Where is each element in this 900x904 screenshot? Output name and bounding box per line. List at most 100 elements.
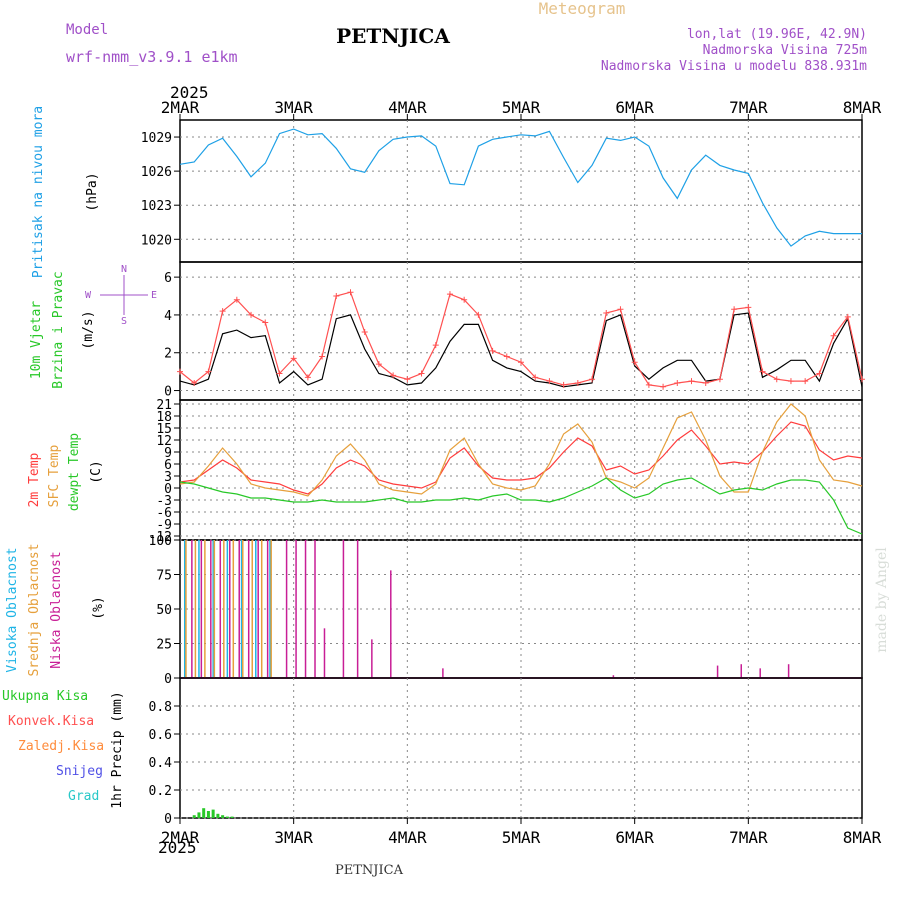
- station-title: PETNJICA: [336, 24, 450, 48]
- y-tick-label: 50: [156, 603, 172, 618]
- precip-hail-label: Grad: [68, 789, 99, 804]
- gust-point: [560, 381, 567, 388]
- gust-point: [660, 383, 667, 390]
- y-tick-label: 9: [164, 446, 172, 461]
- gust-point: [546, 378, 553, 385]
- lonlat-text: lon,lat (19.96E, 42.9N): [687, 27, 867, 42]
- cloud-low-label: Niska Oblacnost: [49, 551, 64, 668]
- gust-point: [262, 319, 269, 326]
- gust-point: [745, 304, 752, 311]
- x-axis-label-top: 8MAR: [843, 98, 882, 117]
- x-axis-label-bottom: 8MAR: [843, 828, 882, 847]
- y-tick-label: -6: [156, 506, 172, 521]
- gust-point: [404, 376, 411, 383]
- year-top: 2025: [170, 83, 209, 102]
- cloud-unit-label: (%): [91, 596, 106, 619]
- wind-dir-north: N: [121, 264, 127, 275]
- gust-point: [333, 293, 340, 300]
- gust-point: [205, 368, 212, 375]
- gust-point: [489, 347, 496, 354]
- temp2m-label: 2m Temp: [27, 452, 42, 507]
- gust-point: [830, 332, 837, 339]
- gust-point: [290, 355, 297, 362]
- gust-point: [461, 296, 468, 303]
- gust-point: [446, 291, 453, 298]
- gust-point: [759, 368, 766, 375]
- gust-point: [773, 376, 780, 383]
- y-tick-label: -9: [156, 518, 172, 533]
- gust-point: [418, 370, 425, 377]
- wind-label-2: Brzina i Pravac: [51, 271, 66, 388]
- series-line-pressure: [179, 128, 862, 247]
- y-tick-label: 1029: [141, 131, 172, 146]
- wind-dir-south: S: [121, 316, 127, 327]
- product-title: Meteogram: [539, 0, 626, 18]
- x-axis-label-bottom: 4MAR: [388, 828, 427, 847]
- series-line-temp2m: [179, 421, 863, 495]
- model-name: wrf-nmm_v3.9.1 e1km: [66, 48, 238, 66]
- y-tick-label: 0: [164, 482, 172, 497]
- credit-text: made by Angel: [874, 547, 890, 653]
- y-tick-label: 2: [164, 347, 172, 362]
- series-line-wind_speed: [179, 312, 863, 388]
- gust-point: [631, 359, 638, 366]
- gust-point: [304, 374, 311, 381]
- precip-unit-label: 1hr Precip (mm): [110, 691, 125, 808]
- y-tick-label: 1026: [141, 165, 172, 180]
- gust-point: [219, 308, 226, 315]
- gust-point: [233, 296, 240, 303]
- footer-station: PETNJICA: [335, 863, 404, 878]
- gust-point: [731, 306, 738, 313]
- model-label: Model: [66, 22, 108, 38]
- x-axis-label-top: 7MAR: [729, 98, 768, 117]
- gust-point: [432, 342, 439, 349]
- precip-freezing-label: Zaledj.Kisa: [18, 739, 104, 754]
- x-axis-label-bottom: 5MAR: [502, 828, 541, 847]
- gust-point: [603, 310, 610, 317]
- y-tick-label: 0: [164, 385, 172, 400]
- gust-point: [532, 374, 539, 381]
- plot-panels: 10201023102610290246-12-9-6-303691215182…: [141, 98, 882, 847]
- pressure-unit-label: (hPa): [85, 172, 100, 211]
- gust-point: [787, 378, 794, 385]
- gust-point: [844, 313, 851, 320]
- model-elevation-text: Nadmorska Visina u modelu 838.931m: [601, 59, 867, 74]
- wind-dir-west: W: [85, 290, 92, 301]
- y-tick-label: 6: [164, 458, 172, 473]
- x-axis-label-bottom: 7MAR: [729, 828, 768, 847]
- y-tick-label: -12: [149, 530, 172, 545]
- x-axis-label-top: 3MAR: [274, 98, 313, 117]
- gust-point: [375, 361, 382, 368]
- gust-point: [859, 376, 865, 383]
- gust-point: [347, 289, 354, 296]
- wind-direction-legend: [100, 275, 148, 315]
- series-line-sfc_temp: [179, 403, 863, 497]
- gust-point: [319, 353, 326, 360]
- y-tick-label: 0.4: [149, 756, 173, 771]
- sfc-temp-label: SFC Temp: [47, 445, 62, 508]
- x-axis-label-top: 6MAR: [615, 98, 654, 117]
- y-tick-label: 6: [164, 271, 172, 286]
- gust-point: [645, 381, 652, 388]
- y-tick-label: 0: [164, 812, 172, 827]
- year-bottom: 2025: [158, 838, 197, 857]
- gust-point: [276, 370, 283, 377]
- gust-point: [802, 378, 809, 385]
- cloud-high-label: Visoka Oblacnost: [5, 547, 20, 672]
- wind-dir-east: E: [151, 290, 157, 301]
- gust-point: [702, 379, 709, 386]
- precip-snow-label: Snijeg: [56, 764, 103, 779]
- gust-point: [574, 379, 581, 386]
- y-tick-label: 0.2: [149, 784, 172, 799]
- y-tick-label: 100: [149, 534, 172, 549]
- x-axis-label-top: 5MAR: [502, 98, 541, 117]
- wind-label: 10m Vjetar: [29, 301, 44, 379]
- cloud-mid-label: Srednja Oblacnost: [27, 543, 42, 676]
- y-tick-label: 0.8: [149, 700, 172, 715]
- y-tick-label: 15: [156, 422, 172, 437]
- elevation-text: Nadmorska Visina 725m: [703, 43, 868, 58]
- y-tick-label: 25: [156, 638, 172, 653]
- y-tick-label: 75: [156, 569, 172, 584]
- y-tick-label: 18: [156, 410, 172, 425]
